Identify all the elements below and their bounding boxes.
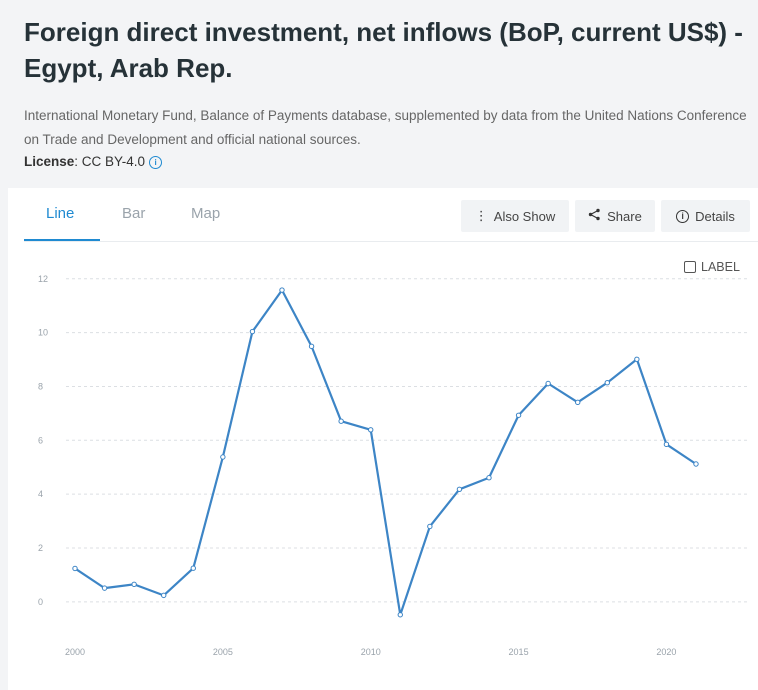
label-toggle-text: LABEL (701, 260, 740, 274)
data-point[interactable] (397, 612, 403, 618)
data-point[interactable] (308, 343, 315, 350)
y-tick-label: 4 (38, 489, 43, 499)
y-tick-label: 12 (38, 274, 48, 284)
y-tick-label: 0 (38, 597, 43, 607)
license-value: : CC BY-4.0 (74, 154, 146, 169)
label-checkbox[interactable] (684, 261, 696, 273)
y-tick-label: 2 (38, 543, 43, 553)
data-point[interactable] (101, 585, 108, 591)
data-point[interactable] (161, 592, 167, 599)
info-icon[interactable]: i (149, 156, 163, 169)
y-tick-label: 6 (38, 435, 43, 445)
data-point[interactable] (249, 328, 256, 335)
data-point[interactable] (663, 441, 670, 448)
data-point[interactable] (575, 399, 581, 406)
data-point[interactable] (456, 486, 463, 493)
also-show-button[interactable]: ⋮ Also Show (461, 200, 569, 232)
data-point[interactable] (190, 565, 196, 571)
data-point[interactable] (338, 418, 344, 424)
share-icon (588, 208, 601, 224)
details-button[interactable]: i Details (661, 200, 750, 232)
label-toggle[interactable]: LABEL (684, 260, 740, 274)
line-chart: 0 2 4 6 8 10 12 2000 2005 2010 2015 2020 (38, 274, 750, 657)
x-tick-label: 2000 (65, 647, 85, 657)
data-point[interactable] (693, 461, 699, 467)
data-point[interactable] (279, 287, 285, 293)
data-point[interactable] (486, 475, 492, 481)
license-label: License (24, 154, 75, 169)
share-button[interactable]: Share (575, 200, 655, 232)
page-title: Foreign direct investment, net inflows (… (24, 17, 743, 83)
data-point[interactable] (545, 380, 551, 387)
data-point[interactable] (131, 581, 137, 588)
data-point[interactable] (515, 412, 522, 418)
y-tick-label: 10 (38, 328, 48, 338)
data-point[interactable] (634, 356, 640, 362)
source-text: International Monetary Fund, Balance of … (24, 108, 747, 147)
share-label: Share (607, 208, 642, 224)
data-point[interactable] (604, 379, 610, 386)
also-show-label: Also Show (493, 208, 556, 224)
x-tick-label: 2010 (361, 647, 381, 657)
x-tick-label: 2005 (213, 647, 233, 657)
tab-bar[interactable]: Bar (122, 205, 146, 222)
data-point[interactable] (427, 523, 433, 530)
x-tick-label: 2020 (656, 647, 676, 657)
tab-map[interactable]: Map (191, 205, 221, 222)
active-tab-indicator (24, 239, 100, 241)
data-point[interactable] (72, 565, 78, 572)
series-layer (72, 287, 699, 618)
x-tick-label: 2015 (509, 647, 529, 657)
y-axis-ticks: 0 2 4 6 8 10 12 (38, 274, 48, 607)
tab-line[interactable]: Line (46, 205, 75, 222)
series-line (74, 288, 697, 616)
chart-card: Line Bar Map ⋮ Also Show Share i Details… (8, 188, 758, 690)
vertical-dots-icon: ⋮ (474, 208, 488, 223)
license: License: CC BY-4.0 i (24, 152, 163, 172)
grid-lines (66, 278, 750, 603)
data-point[interactable] (368, 427, 374, 433)
tab-divider (24, 241, 758, 242)
x-axis-ticks: 2000 2005 2010 2015 2020 (65, 647, 676, 657)
details-label: Details (695, 208, 735, 224)
data-point[interactable] (220, 454, 226, 460)
y-tick-label: 8 (38, 381, 43, 391)
info-circle-icon: i (676, 209, 690, 223)
